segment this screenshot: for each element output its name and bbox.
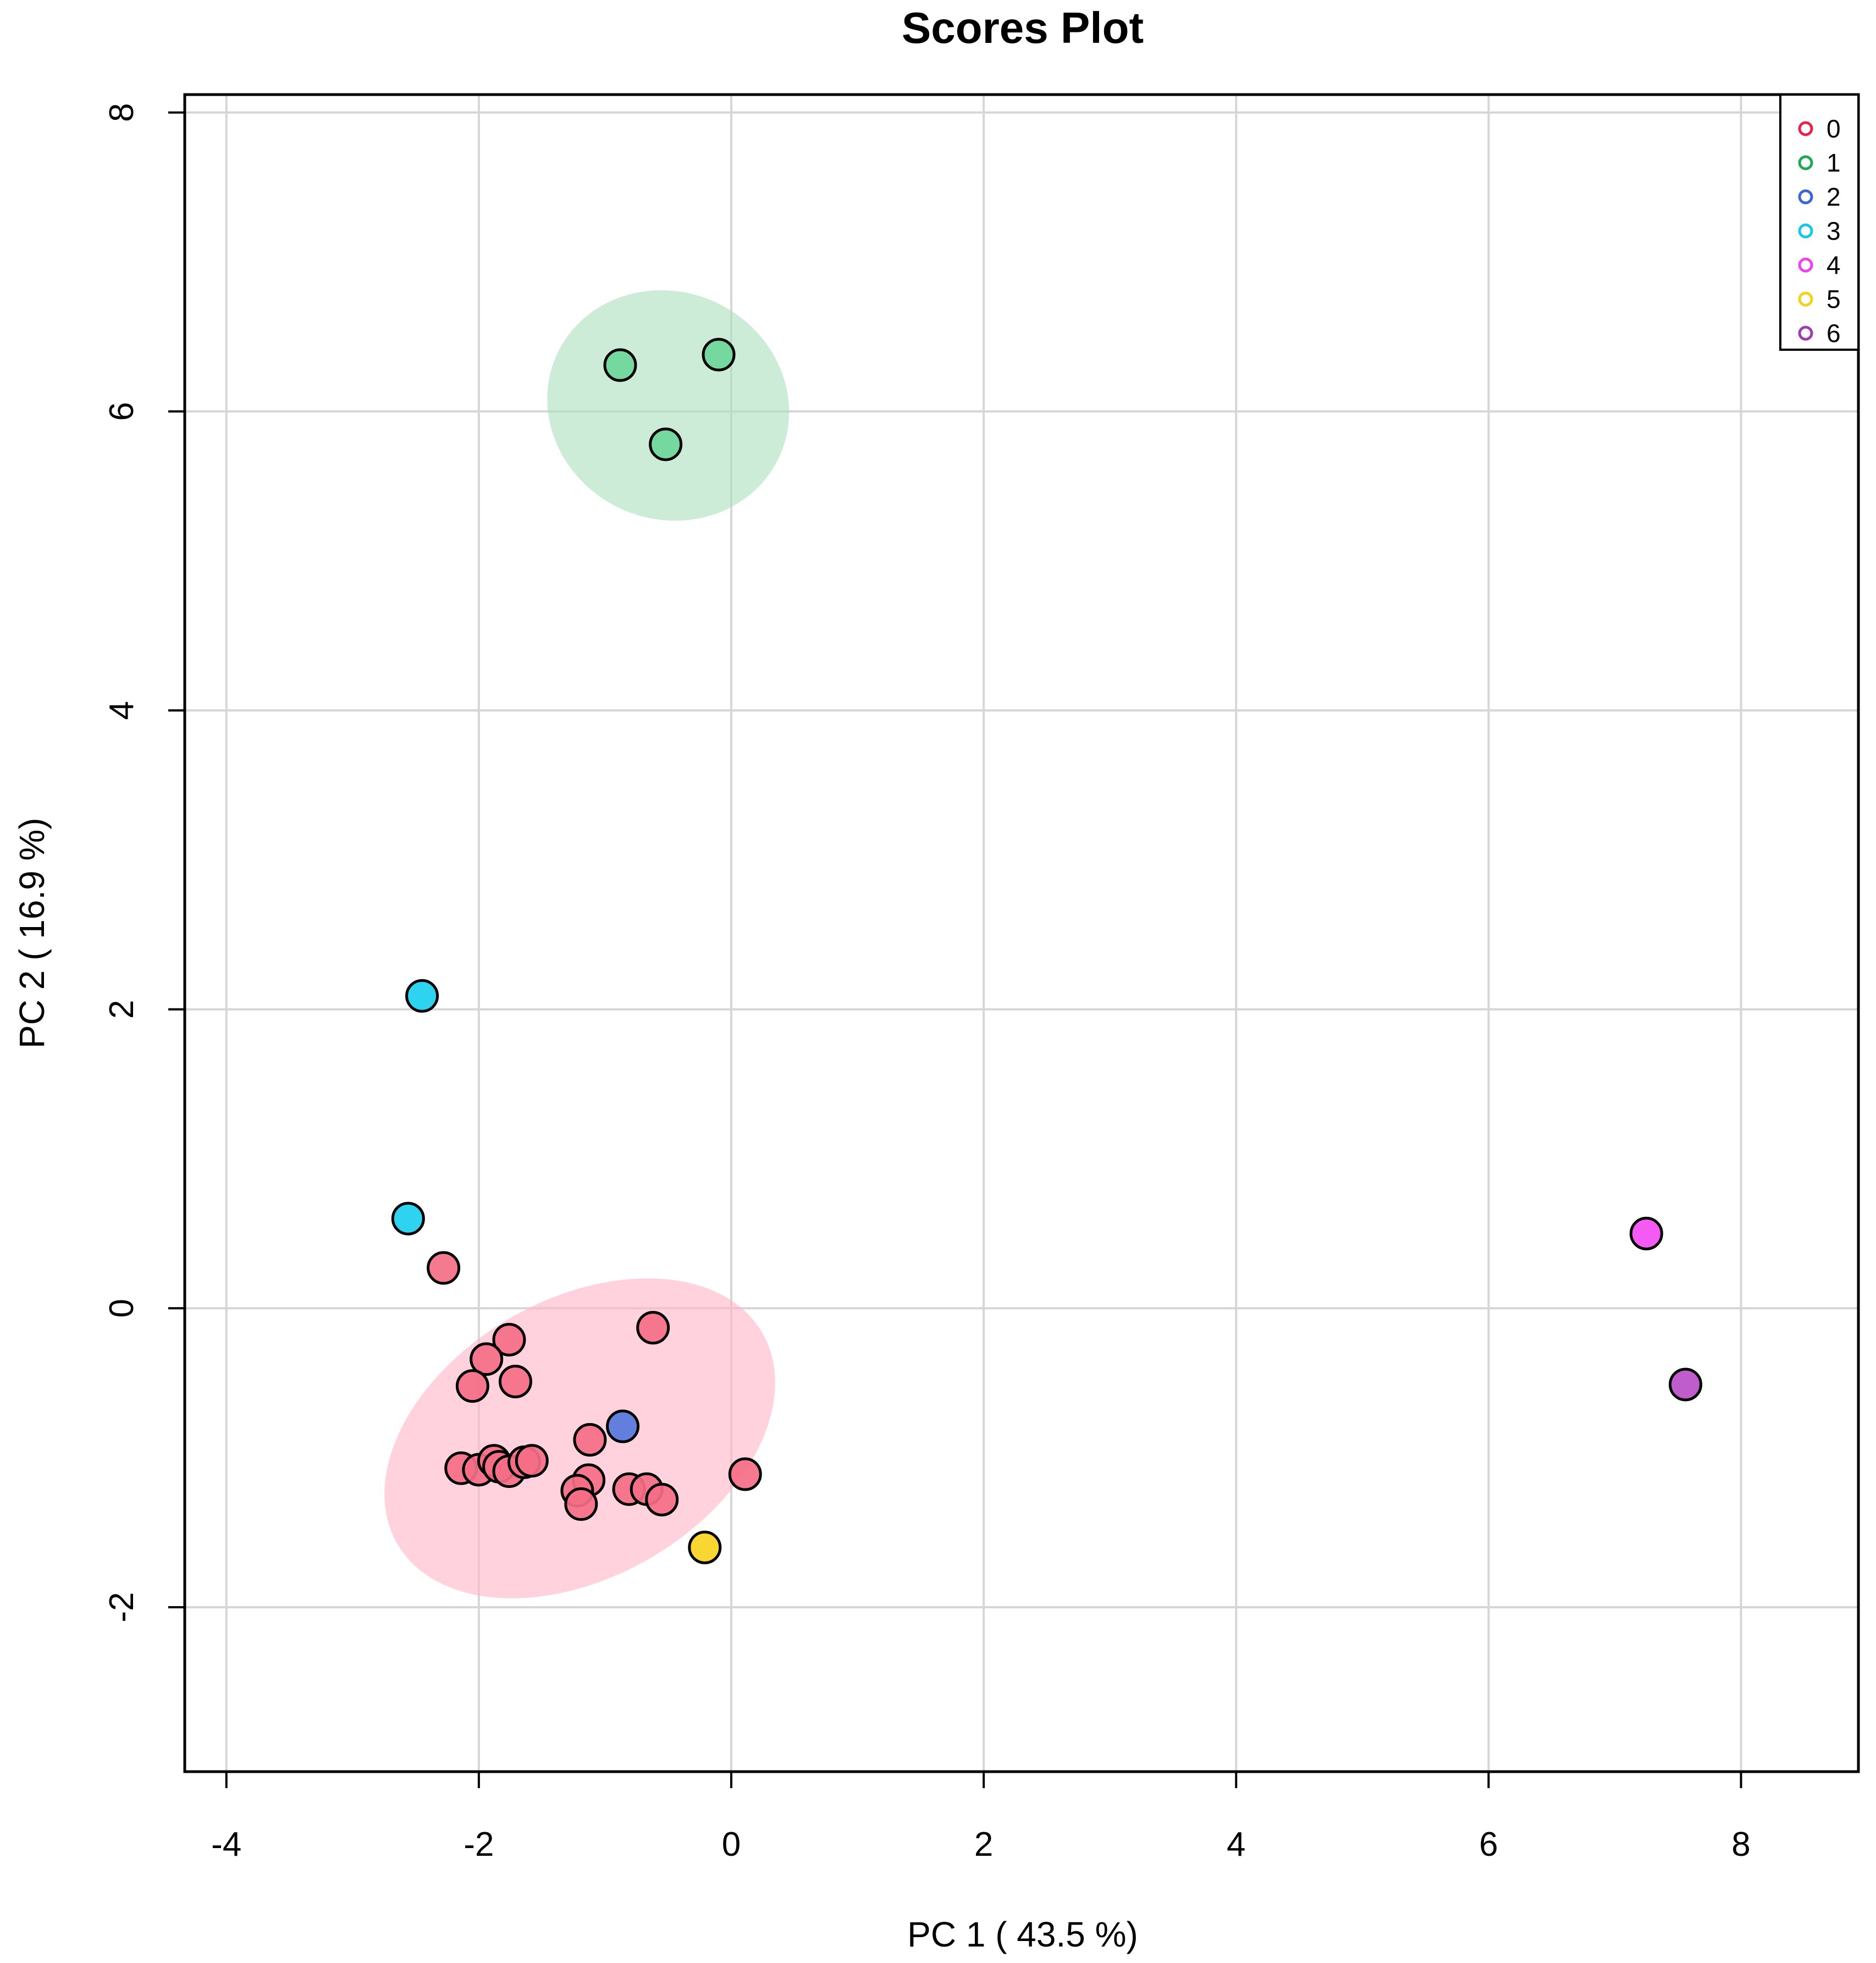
point-group-1 [649, 427, 683, 461]
point-group-0 [455, 1369, 489, 1403]
y-tick-label: -2 [103, 1592, 141, 1622]
point-group-2 [606, 1409, 640, 1443]
point-group-0 [492, 1322, 526, 1357]
data-points [391, 338, 1702, 1564]
y-tick-label: 8 [103, 103, 141, 122]
point-group-0 [728, 1457, 762, 1491]
point-group-0 [636, 1311, 670, 1345]
point-group-6 [1668, 1368, 1702, 1402]
legend-box [1779, 93, 1860, 351]
point-group-0 [427, 1251, 461, 1285]
point-group-0 [515, 1444, 549, 1478]
legend-marker-1 [1798, 155, 1813, 170]
legend-label-6: 6 [1827, 319, 1841, 348]
point-group-4 [1629, 1216, 1663, 1250]
legend-marker-5 [1798, 291, 1813, 307]
legend-label-5: 5 [1827, 285, 1841, 313]
y-axis: -2 0 2 4 6 8 [103, 103, 186, 1623]
legend-marker-4 [1798, 257, 1813, 273]
point-group-3 [405, 979, 439, 1013]
legend-marker-3 [1798, 223, 1813, 239]
legend-label-3: 3 [1827, 217, 1841, 245]
point-group-0 [645, 1482, 679, 1517]
y-tick-label: 4 [103, 701, 141, 720]
ellipse-group-1 [547, 290, 790, 521]
legend-label-0: 0 [1827, 114, 1841, 143]
x-tick-label: -4 [211, 1826, 241, 1863]
point-group-0 [564, 1487, 598, 1521]
point-group-3 [391, 1201, 425, 1236]
legend-marker-2 [1798, 189, 1813, 205]
x-tick-label: 6 [1479, 1826, 1498, 1863]
x-tick-label: 0 [722, 1826, 741, 1863]
x-axis-title: PC 1 ( 43.5 %) [907, 1915, 1138, 1954]
x-tick-label: 4 [1227, 1826, 1245, 1863]
point-group-0 [470, 1342, 504, 1376]
y-tick-label: 6 [103, 402, 141, 421]
chart-title: Scores Plot [902, 3, 1144, 52]
legend-label-1: 1 [1827, 148, 1841, 177]
point-group-1 [702, 338, 736, 372]
legend-marker-0 [1798, 121, 1813, 136]
legend: 0 1 2 3 4 5 6 [1779, 93, 1860, 351]
y-tick-label: 0 [103, 1299, 141, 1317]
y-tick-label: 2 [103, 1000, 141, 1018]
x-tick-label: 2 [974, 1826, 993, 1863]
legend-label-4: 4 [1827, 251, 1841, 279]
x-axis: -4 -2 0 2 4 6 8 [211, 1771, 1751, 1863]
y-axis-title: PC 2 ( 16.9 %) [12, 818, 52, 1049]
point-group-5 [688, 1530, 722, 1564]
point-group-0 [498, 1365, 532, 1399]
point-group-1 [603, 348, 637, 382]
x-tick-label: 8 [1731, 1826, 1750, 1863]
point-group-0 [573, 1423, 607, 1457]
legend-marker-6 [1798, 326, 1813, 341]
x-tick-label: -2 [464, 1826, 494, 1863]
legend-label-2: 2 [1827, 183, 1841, 211]
